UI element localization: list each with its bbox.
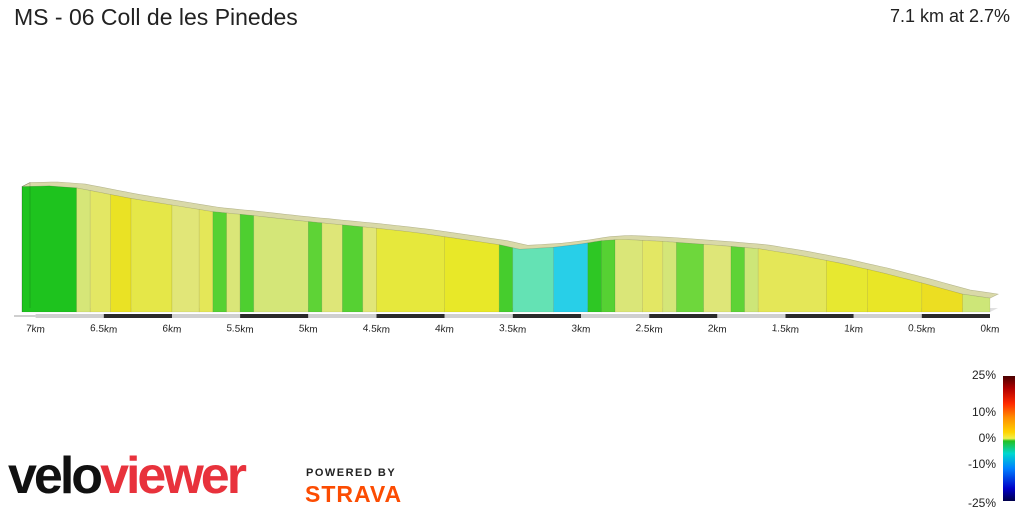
gradient-segment-13 [342,224,364,313]
profile-start-edge [21,182,31,312]
x-tick-label-12: 6km [162,323,182,335]
x-tick-label-4: 2km [707,323,727,335]
gradient-segment-25 [676,242,704,313]
gradient-segment-28 [744,247,759,313]
segment-summary: 7.1 km at 2.7% [889,6,1010,26]
legend-label-minus-25: -25% [967,496,996,510]
distance-scale-segment-11 [785,314,854,318]
profile-top-surface [21,181,999,299]
distance-scale-segment-6 [444,314,513,318]
gradient-color-scale [1003,376,1015,501]
x-tick-label-1: 0.5km [908,323,936,336]
gradient-segment-5 [171,204,200,313]
distance-scale-segment-7 [512,314,581,318]
gradient-segment-18 [512,246,554,313]
x-tick-label-3: 1.5km [771,323,799,336]
x-tick-label-2: 1km [844,323,864,335]
gradient-segment-2 [89,190,111,313]
gradient-segment-24 [662,241,677,313]
gradient-segment-33 [962,293,991,313]
x-tick-label-13: 6.5km [90,323,118,336]
gradient-segment-27 [730,246,745,313]
gradient-segment-4 [130,198,173,313]
x-tick-label-14: 7km [26,323,46,335]
x-tick-label-11: 5.5km [226,323,254,336]
gradient-segment-11 [308,221,323,313]
gradient-segment-6 [198,209,214,313]
gradient-segment-14 [362,226,377,313]
logo-viewer: viewer [100,447,247,505]
x-tick-label-0: 0km [980,323,1000,335]
logo-velo: velo [8,447,103,505]
gradient-segment-15 [376,227,445,313]
distance-scale-segment-0 [35,314,104,318]
distance-scale-segment-1 [103,314,172,318]
legend-label-10: 10% [971,405,996,419]
x-tick-label-9: 4.5km [362,323,390,336]
x-tick-label-5: 2.5km [635,323,663,336]
legend-label-25: 25% [971,368,996,382]
gradient-segment-3 [110,194,132,313]
distance-scale-segment-9 [649,314,718,318]
gradient-segment-12 [321,222,343,313]
x-tick-label-7: 3.5km [499,323,527,336]
strava-logo[interactable]: STRAVA [305,481,403,507]
gradient-segment-16 [444,236,500,313]
distance-scale-segment-13 [921,314,990,318]
legend-label-0: 0% [978,431,996,445]
distance-scale-segment-2 [172,314,241,318]
distance-scale-segment-4 [308,314,377,318]
distance-scale-lead [14,315,36,317]
gradient-segment-26 [703,243,732,313]
powered-by-label: POWERED BY [306,467,397,479]
legend-label-minus-10: -10% [967,457,996,471]
gradient-segment-8 [226,212,241,313]
distance-scale-segment-12 [853,314,922,318]
gradient-segment-17 [498,244,514,313]
distance-scale-segment-5 [376,314,445,318]
gradient-segment-9 [239,213,255,313]
distance-scale-segment-3 [240,314,309,318]
gradient-segment-22 [614,239,643,313]
gradient-segment-20 [587,240,602,313]
x-tick-label-10: 5km [298,323,318,335]
gradient-segment-1 [76,187,91,313]
gradient-segment-7 [212,211,227,313]
segment-title: MS - 06 Coll de les Pinedes [14,4,298,30]
gradient-segment-19 [553,242,589,313]
x-tick-label-8: 4km [435,323,455,335]
x-tick-label-6: 3km [571,323,591,335]
veloviewer-logo[interactable]: veloviewer [8,447,247,505]
gradient-segment-21 [601,239,616,313]
gradient-segment-30 [826,260,868,313]
gradient-segment-23 [642,240,664,313]
elevation-profile-chart: 0km 0.5km 1km 1.5km 2km 2.5km 3km 3.5km 4km 4.5km… [14,181,1000,336]
distance-scale-segment-8 [581,314,650,318]
gradient-segment-10 [253,215,309,313]
distance-scale-segment-10 [717,314,786,318]
